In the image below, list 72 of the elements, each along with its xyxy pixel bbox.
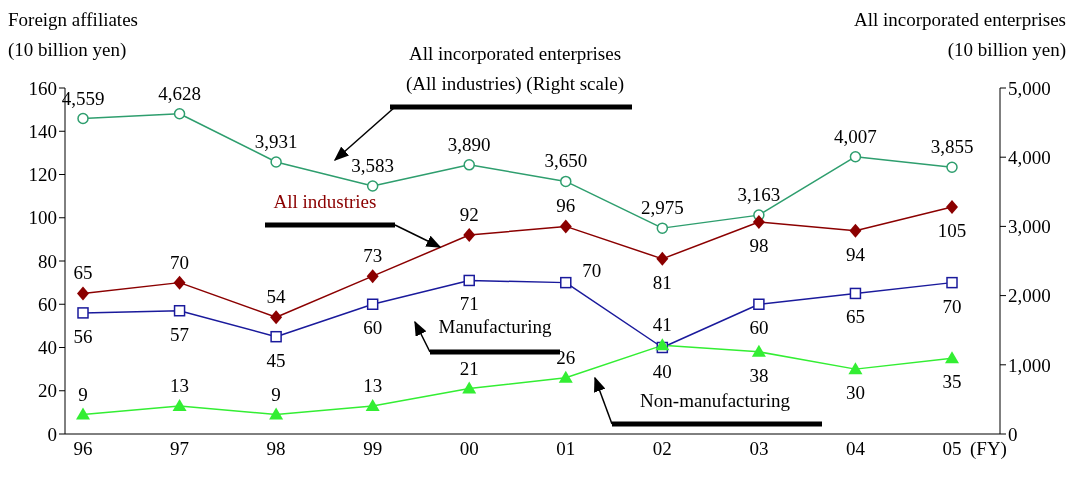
- data-label: 41: [652, 314, 672, 336]
- data-label: 96: [556, 195, 576, 217]
- y-tick-label: 20: [38, 380, 57, 402]
- data-label: 3,650: [544, 150, 588, 172]
- data-label: 92: [459, 204, 479, 226]
- x-tick-label: 05: [942, 438, 962, 460]
- y2-tick-label: 2,000: [1008, 285, 1051, 307]
- data-label: 3,163: [737, 184, 781, 206]
- data-label: 35: [942, 371, 962, 393]
- data-label: 2,975: [640, 197, 684, 219]
- x-tick-label: 00: [459, 438, 479, 460]
- data-label: 9: [271, 383, 281, 405]
- y2-axis-title: All incorporated enterprises (10 billion yen): [853, 9, 1066, 61]
- data-label: 71: [459, 293, 479, 315]
- y2-tick-label: 5,000: [1008, 77, 1051, 99]
- text: All incorporated enterprises (All industries) (Right scale): [406, 43, 624, 95]
- y-tick-label: 100: [28, 207, 57, 229]
- data-label: 21: [459, 357, 479, 379]
- x-tick-label: 97: [170, 438, 190, 460]
- data-label: 98: [749, 235, 769, 257]
- series-label: Non-manufacturing: [640, 390, 791, 411]
- data-label: 30: [845, 382, 865, 404]
- x-axis-title: (FY): [970, 438, 1007, 460]
- data-label: 70: [942, 295, 962, 317]
- data-label: 54: [266, 286, 287, 308]
- data-label: 26: [556, 346, 576, 368]
- y-tick-label: 40: [38, 337, 57, 359]
- data-label: 38: [749, 364, 769, 386]
- x-tick-label: 98: [266, 438, 286, 460]
- y2-tick-label: 3,000: [1008, 216, 1051, 238]
- data-label: 65: [845, 306, 865, 328]
- y-tick-label: 160: [28, 77, 57, 99]
- data-label: 13: [170, 374, 190, 396]
- data-label: 81: [652, 271, 672, 293]
- data-label: 65: [73, 262, 93, 284]
- text: All industries: [273, 191, 377, 212]
- data-label: 4,628: [158, 82, 201, 104]
- data-label: 105: [937, 219, 967, 241]
- data-label: 4,559: [61, 87, 105, 109]
- y2-tick-label: 0: [1008, 423, 1018, 445]
- y-tick-label: 140: [28, 120, 57, 142]
- x-tick-label: 03: [749, 438, 769, 460]
- data-label: 57: [170, 323, 190, 345]
- data-label: 3,890: [447, 133, 491, 155]
- data-label: 4,007: [834, 125, 877, 147]
- y-tick-label: 0: [47, 423, 57, 445]
- y2-tick-label: 1,000: [1008, 354, 1051, 376]
- y-tick-label: 120: [28, 164, 57, 186]
- y2-tick-label: 4,000: [1008, 146, 1051, 168]
- data-label: 56: [73, 325, 93, 347]
- x-tick-label: 96: [73, 438, 93, 460]
- data-label: 13: [363, 374, 383, 396]
- y-axis-title: Foreign affiliates (10 billion yen): [8, 9, 138, 61]
- data-label: 70: [170, 251, 190, 273]
- data-label: 70: [582, 259, 602, 281]
- data-label: 60: [363, 317, 383, 339]
- data-label: 73: [363, 245, 383, 267]
- series-label: Manufacturing: [438, 316, 552, 337]
- x-tick-label: 02: [652, 438, 672, 460]
- data-label: 60: [749, 317, 769, 339]
- data-label: 40: [652, 360, 672, 382]
- data-label: 3,855: [930, 136, 974, 158]
- y-tick-label: 60: [38, 293, 57, 315]
- x-tick-label: 01: [556, 438, 576, 460]
- data-label: 94: [845, 243, 866, 265]
- data-label: 9: [78, 383, 88, 405]
- y-tick-label: 80: [38, 250, 57, 272]
- x-tick-label: 04: [845, 438, 866, 460]
- data-label: 3,931: [254, 130, 298, 152]
- x-tick-label: 99: [363, 438, 383, 460]
- data-label: 45: [266, 349, 286, 371]
- data-label: 3,583: [351, 155, 395, 177]
